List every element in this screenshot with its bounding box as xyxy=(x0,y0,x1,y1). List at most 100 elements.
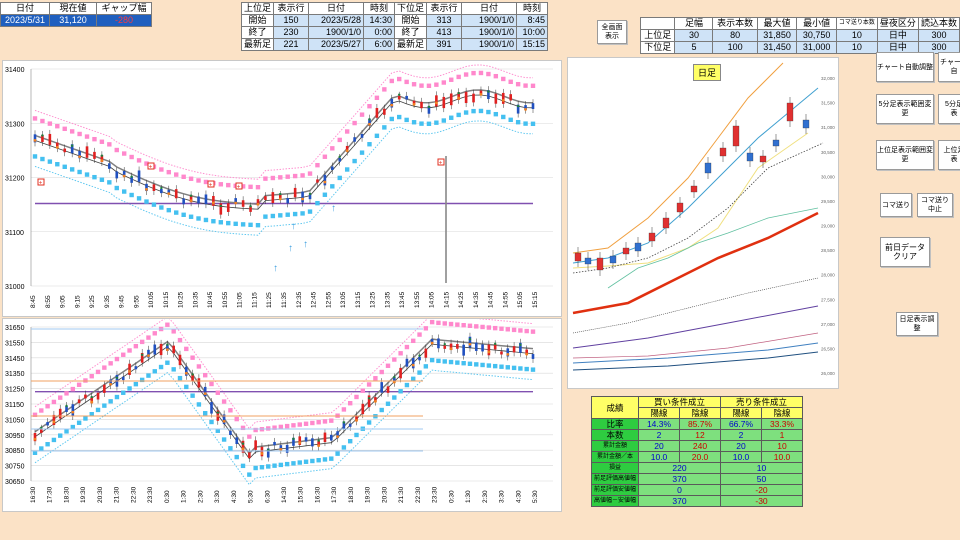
pink-marker xyxy=(352,120,357,126)
y-tick-label: 32,000 xyxy=(821,76,835,81)
results-value: 2 xyxy=(720,429,763,441)
settings-header: 読込本数 xyxy=(917,17,960,30)
x-tick-label: 15:30 xyxy=(298,486,305,503)
candle xyxy=(63,148,67,153)
candle xyxy=(380,382,384,393)
pink-marker xyxy=(253,427,258,433)
green-dot xyxy=(516,104,520,108)
y-tick-label: 31650 xyxy=(5,325,25,332)
green-dot xyxy=(130,175,133,178)
orange-dot xyxy=(279,448,283,451)
cyan-marker xyxy=(108,399,113,404)
cyan-marker xyxy=(419,121,424,126)
range-header: 日付 xyxy=(461,2,518,15)
pink-marker xyxy=(303,421,309,426)
candle xyxy=(449,343,453,351)
candle xyxy=(786,102,794,122)
sell-header: 売り条件成立 xyxy=(720,396,804,408)
pink-marker xyxy=(392,357,397,362)
range-cell: 6:00 xyxy=(363,38,396,51)
candle xyxy=(304,437,308,442)
green-line xyxy=(607,207,819,289)
m5-range-button[interactable]: 5分足表示範囲変更 xyxy=(876,94,934,124)
candle xyxy=(167,189,171,194)
pink-marker xyxy=(83,378,88,383)
lower-band xyxy=(34,369,534,486)
pink-marker xyxy=(347,401,353,406)
cyan-marker xyxy=(461,361,466,366)
koma-button[interactable]: コマ送り xyxy=(880,193,912,217)
settings-header: 昼夜区分 xyxy=(876,17,919,30)
candle xyxy=(256,199,260,206)
candle xyxy=(229,430,232,435)
candle xyxy=(153,344,157,355)
orange-dot xyxy=(390,103,394,107)
prev-data-clear-button[interactable]: 前日データ クリア xyxy=(880,237,930,267)
x-tick-label: 11:35 xyxy=(281,292,288,308)
upper-range-button[interactable]: 上位足表示範囲変更 xyxy=(876,140,934,170)
results-label: 累計金額／本 xyxy=(590,451,640,463)
pink-marker xyxy=(423,326,429,331)
orange-dot xyxy=(211,201,215,205)
orange-dot xyxy=(90,400,94,404)
chart-auto-adjust-button[interactable]: チャート自動調整 xyxy=(876,52,934,82)
candle xyxy=(159,343,163,356)
pink-marker xyxy=(159,167,164,172)
pink-marker xyxy=(278,175,283,180)
results-value: 10.0 xyxy=(720,451,763,463)
settings-cell: 30,750 xyxy=(796,29,837,42)
cyan-marker xyxy=(177,375,183,381)
fullscreen-button[interactable]: 全画面 表示 xyxy=(597,20,627,44)
m5-right-button[interactable]: 5分足表 xyxy=(938,94,960,124)
pink-marker xyxy=(107,142,112,147)
pink-marker xyxy=(354,394,359,400)
candle xyxy=(338,158,342,162)
pink-marker xyxy=(266,426,271,431)
orange-dot xyxy=(147,354,150,358)
pink-marker xyxy=(467,323,473,328)
x-tick-label: 10:15 xyxy=(163,291,170,308)
pink-marker xyxy=(226,182,231,188)
chart-auto-right-button[interactable]: チャート自 xyxy=(938,52,960,82)
upper-right-button[interactable]: 上位足表 xyxy=(938,140,960,170)
pink-marker xyxy=(171,329,176,334)
pink-marker xyxy=(471,70,476,76)
green-dot xyxy=(519,343,522,347)
pink-marker xyxy=(127,348,132,353)
settings-cell: 300 xyxy=(917,41,960,54)
y-tick-label: 27,500 xyxy=(821,297,835,302)
cyan-marker xyxy=(146,373,151,378)
y-tick-label: 29,500 xyxy=(821,199,835,204)
x-tick-label: 17:30 xyxy=(47,486,54,503)
candle xyxy=(58,408,62,419)
cyan-marker xyxy=(434,120,439,125)
chart-5min-today: 31400 31300 31200 31100 31000 8:45 8:55 9:05 9:1… xyxy=(2,60,562,317)
candle xyxy=(435,95,438,107)
y-tick-label: 31,000 xyxy=(821,125,835,130)
orange-dot xyxy=(33,437,37,441)
koma-stop-button[interactable]: コマ送り 中止 xyxy=(917,193,953,217)
pink-marker xyxy=(511,327,517,333)
candle xyxy=(501,92,505,104)
pink-marker xyxy=(218,182,224,187)
pink-marker xyxy=(486,325,492,330)
y-tick-label: 26,000 xyxy=(821,371,835,376)
daily-adjust-button[interactable]: 日足表示調整 xyxy=(896,312,938,336)
green-dot xyxy=(41,134,44,137)
x-tick-label: 6:30 xyxy=(264,490,271,503)
green-dot xyxy=(115,376,119,379)
x-tick-label: 3:30 xyxy=(214,490,221,503)
green-dot xyxy=(140,353,144,357)
cyan-marker xyxy=(95,407,101,413)
cyan-marker xyxy=(359,150,365,155)
y-tick-label: 31250 xyxy=(5,387,25,394)
pink-marker xyxy=(291,423,296,428)
candle xyxy=(182,198,185,205)
candle xyxy=(204,194,208,205)
candle xyxy=(457,92,460,100)
settings-cell: 日中 xyxy=(876,29,919,42)
candle xyxy=(197,196,200,204)
cyan-marker xyxy=(389,116,394,122)
buy-yosen: 陽線 xyxy=(638,407,681,419)
cyan-marker xyxy=(344,167,350,172)
